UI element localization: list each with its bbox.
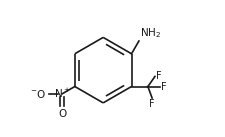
Text: F: F bbox=[149, 99, 154, 109]
Text: F: F bbox=[160, 82, 166, 92]
Text: NH$_2$: NH$_2$ bbox=[139, 26, 160, 40]
Text: F: F bbox=[155, 72, 160, 82]
Text: N$^+$: N$^+$ bbox=[54, 87, 70, 100]
Text: O: O bbox=[58, 109, 66, 119]
Text: $^{-}$O: $^{-}$O bbox=[30, 88, 46, 100]
